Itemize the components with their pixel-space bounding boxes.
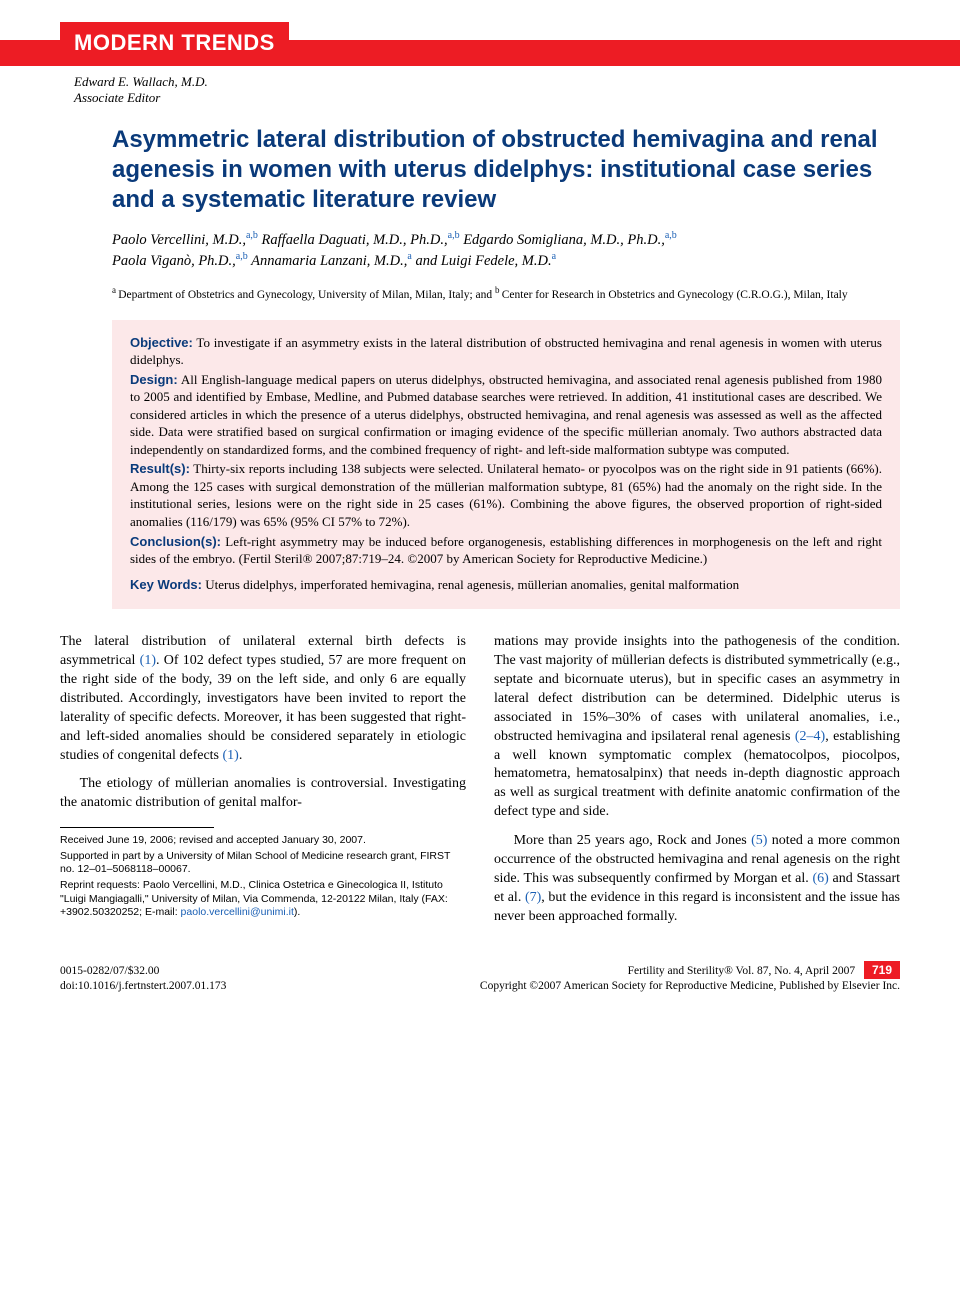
footnotes: Received June 19, 2006; revised and acce… [60,834,466,920]
affiliations: a Department of Obstetrics and Gynecolog… [112,284,900,303]
abstract-keywords: Key Words: Uterus didelphys, imperforate… [130,576,882,594]
author-aff[interactable]: a,b [448,230,460,241]
page-footer: 0015-0282/07/$32.00 doi:10.1016/j.fertns… [60,961,900,995]
author: Edgardo Somigliana, M.D., Ph.D., [463,231,665,247]
abstract-design: Design: All English-language medical pap… [130,371,882,459]
footnote-text: ). [294,906,300,918]
author-aff[interactable]: a,b [236,251,248,262]
abstract-text: Left-right asymmetry may be induced befo… [130,534,882,567]
editor-block: Edward E. Wallach, M.D. Associate Editor [74,74,900,107]
doi: doi:10.1016/j.fertnstert.2007.01.173 [60,979,226,995]
body-text: . [239,748,243,763]
right-column: mations may provide insights into the pa… [494,633,900,936]
body-paragraph: The etiology of müllerian anomalies is c… [60,775,466,813]
editor-role: Associate Editor [74,90,900,106]
abstract-text: All English-language medical papers on u… [130,372,882,457]
aff-b: Center for Research in Obstetrics and Gy… [502,289,848,301]
abstract-box: Objective: To investigate if an asymmetr… [112,320,900,610]
author-aff[interactable]: a,b [665,230,677,241]
author: Annamaria Lanzani, M.D., [251,253,407,269]
abstract-label: Design: [130,372,178,387]
abstract-text: Uterus didelphys, imperforated hemivagin… [205,577,739,592]
author-aff[interactable]: a,b [246,230,258,241]
author: and Luigi Fedele, M.D. [415,253,551,269]
abstract-label: Key Words: [130,577,202,592]
footer-right: Fertility and Sterility® Vol. 87, No. 4,… [480,961,900,995]
section-tag: MODERN TRENDS [60,22,289,62]
author-aff[interactable]: a [552,251,556,262]
abstract-text: To investigate if an asymmetry exists in… [130,335,882,368]
body-text: More than 25 years ago, Rock and Jones [514,833,752,848]
page-number: 719 [864,961,900,979]
footnote-received: Received June 19, 2006; revised and acce… [60,834,466,848]
author: Paola Viganò, Ph.D., [112,253,236,269]
citation-link[interactable]: (5) [751,833,767,848]
footnote-support: Supported in part by a University of Mil… [60,850,466,877]
body-paragraph: The lateral distribution of unilateral e… [60,633,466,765]
abstract-label: Objective: [130,335,193,350]
issn-price: 0015-0282/07/$32.00 [60,964,226,980]
editor-name: Edward E. Wallach, M.D. [74,74,900,90]
copyright: Copyright ©2007 American Society for Rep… [480,979,900,995]
left-column: The lateral distribution of unilateral e… [60,633,466,936]
abstract-conclusions: Conclusion(s): Left-right asymmetry may … [130,533,882,568]
body-paragraph: mations may provide insights into the pa… [494,633,900,822]
abstract-label: Conclusion(s): [130,534,221,549]
footnote-rule [60,827,214,828]
abstract-text: Thirty-six reports including 138 subject… [130,461,882,529]
citation-link[interactable]: (1) [140,653,156,668]
article-title: Asymmetric lateral distribution of obstr… [112,125,900,215]
abstract-results: Result(s): Thirty-six reports including … [130,460,882,530]
citation-link[interactable]: (6) [812,871,828,886]
author-aff[interactable]: a [407,251,411,262]
author: Raffaella Daguati, M.D., Ph.D., [262,231,448,247]
footer-left: 0015-0282/07/$32.00 doi:10.1016/j.fertns… [60,964,226,995]
author: Paolo Vercellini, M.D., [112,231,246,247]
body-columns: The lateral distribution of unilateral e… [60,633,900,936]
citation-link[interactable]: (7) [525,890,541,905]
abstract-label: Result(s): [130,461,190,476]
banner-stripe: MODERN TRENDS [0,40,960,66]
author-list: Paolo Vercellini, M.D.,a,b Raffaella Dag… [112,229,900,273]
footnote-reprint: Reprint requests: Paolo Vercellini, M.D.… [60,879,466,920]
citation-link[interactable]: (1) [223,748,239,763]
body-text: . Of 102 defect types studied, 57 are mo… [60,653,466,762]
body-text: , but the evidence in this regard is inc… [494,890,900,924]
page: MODERN TRENDS Edward E. Wallach, M.D. As… [0,0,960,1290]
body-paragraph: More than 25 years ago, Rock and Jones (… [494,832,900,926]
abstract-objective: Objective: To investigate if an asymmetr… [130,334,882,369]
citation-link[interactable]: (2–4) [795,729,825,744]
aff-a: Department of Obstetrics and Gynecology,… [118,289,495,301]
email-link[interactable]: paolo.vercellini@unimi.it [181,906,294,918]
aff-marker-b: b [495,285,502,295]
journal-line: Fertility and Sterility® Vol. 87, No. 4,… [628,965,855,977]
body-text: mations may provide insights into the pa… [494,634,900,743]
